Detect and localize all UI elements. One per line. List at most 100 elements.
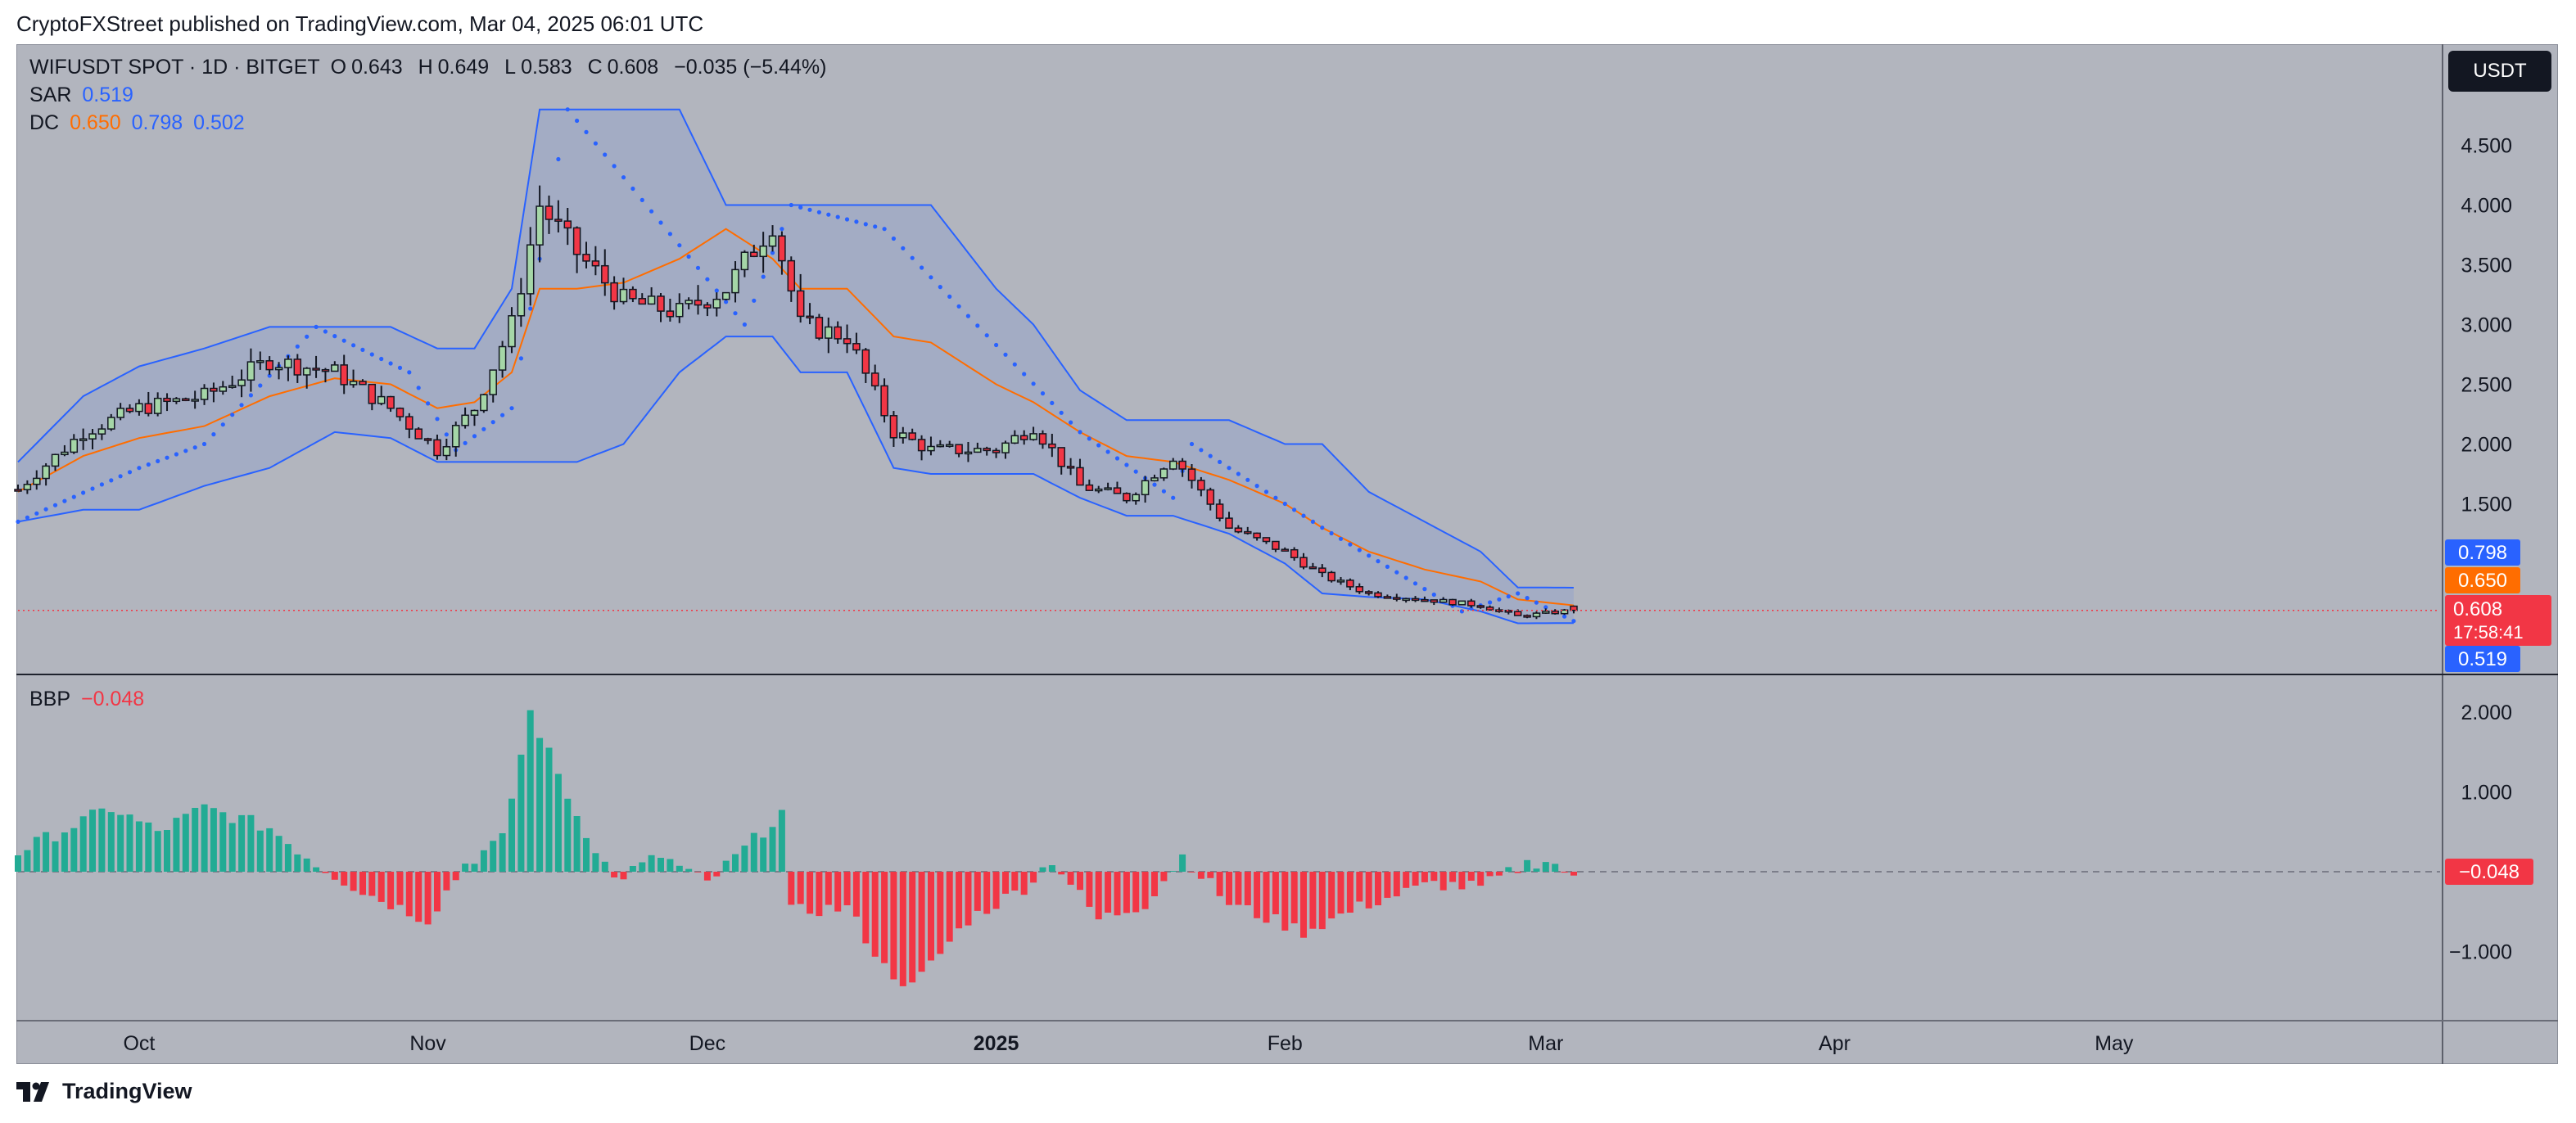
candle-body[interactable] — [228, 385, 237, 388]
bbp-bar[interactable] — [490, 841, 497, 872]
candle-body[interactable] — [740, 251, 749, 271]
bbp-bar[interactable] — [1552, 864, 1559, 872]
candle-body[interactable] — [1570, 605, 1578, 611]
bbp-bar[interactable] — [1263, 872, 1270, 923]
candle-body[interactable] — [1076, 467, 1084, 486]
candle-body[interactable] — [917, 439, 926, 452]
bbp-bar[interactable] — [145, 822, 152, 872]
candle-body[interactable] — [1485, 607, 1494, 611]
bbp-bar[interactable] — [1188, 872, 1195, 873]
bbp-bar[interactable] — [536, 737, 544, 872]
bbp-bar[interactable] — [526, 710, 534, 872]
bbp-bar[interactable] — [1141, 872, 1149, 909]
candle-body[interactable] — [1113, 487, 1122, 494]
candle-body[interactable] — [619, 288, 628, 303]
candle-body[interactable] — [759, 245, 767, 258]
bbp-bar[interactable] — [1132, 872, 1140, 913]
bbp-bar[interactable] — [937, 872, 944, 954]
candle-body[interactable] — [591, 260, 600, 267]
candle-body[interactable] — [563, 220, 572, 229]
candle-body[interactable] — [880, 385, 888, 417]
bbp-bar[interactable] — [834, 872, 842, 912]
bbp-bar[interactable] — [1058, 872, 1065, 875]
bbp-bar[interactable] — [862, 872, 870, 944]
candle-body[interactable] — [293, 359, 302, 376]
candle-body[interactable] — [778, 235, 786, 262]
candle-body[interactable] — [451, 425, 460, 448]
bbp-bar[interactable] — [1318, 872, 1326, 930]
bbp-bar[interactable] — [1477, 872, 1485, 886]
candle-body[interactable] — [1467, 600, 1476, 607]
bbp-bar[interactable] — [24, 850, 31, 872]
candle-body[interactable] — [768, 235, 777, 247]
candle-body[interactable] — [1085, 484, 1094, 491]
candle-body[interactable] — [955, 444, 963, 454]
candle-body[interactable] — [1048, 443, 1056, 449]
candle-body[interactable] — [1439, 598, 1448, 603]
candle-body[interactable] — [1159, 468, 1168, 479]
bbp-bar[interactable] — [1514, 872, 1521, 873]
bbp-bar[interactable] — [1309, 872, 1317, 929]
bbp-bar[interactable] — [620, 872, 627, 880]
candle-body[interactable] — [815, 317, 824, 339]
bbp-bar[interactable] — [788, 872, 795, 905]
bbp-bar[interactable] — [1467, 872, 1475, 881]
candle-body[interactable] — [1281, 548, 1290, 552]
candle-body[interactable] — [125, 408, 134, 413]
candle-body[interactable] — [219, 386, 228, 392]
candle-body[interactable] — [572, 227, 581, 255]
bbp-bar[interactable] — [732, 854, 739, 873]
candle-body[interactable] — [442, 446, 451, 457]
legend-dc-row[interactable]: DC 0.650 0.798 0.502 — [29, 111, 250, 135]
bbp-bar[interactable] — [405, 872, 413, 917]
candle-body[interactable] — [172, 398, 181, 403]
candle-body[interactable] — [517, 293, 526, 317]
candle-body[interactable] — [1150, 477, 1159, 482]
bbp-bar[interactable] — [1235, 872, 1242, 905]
bbp-bar[interactable] — [1430, 872, 1438, 882]
candle-body[interactable] — [1374, 592, 1382, 598]
bbp-bar[interactable] — [871, 872, 879, 957]
bbp-bar[interactable] — [1272, 872, 1279, 914]
bbp-bar[interactable] — [89, 810, 96, 872]
bbp-bar[interactable] — [545, 747, 553, 873]
bbp-bar[interactable] — [1169, 871, 1177, 872]
bbp-bar[interactable] — [956, 872, 963, 929]
bbp-bar[interactable] — [1151, 872, 1158, 896]
candle-body[interactable] — [1010, 435, 1019, 444]
candle-body[interactable] — [945, 444, 954, 447]
candle-body[interactable] — [1057, 447, 1065, 467]
candle-body[interactable] — [302, 368, 311, 376]
candle-body[interactable] — [974, 448, 982, 453]
bbp-bar[interactable] — [1533, 868, 1540, 872]
currency-button[interactable]: USDT — [2448, 51, 2551, 92]
bbp-bar[interactable] — [1449, 872, 1457, 882]
bbp-bar[interactable] — [415, 872, 423, 922]
bbp-bar[interactable] — [247, 814, 255, 872]
candle-body[interactable] — [1430, 599, 1439, 603]
bbp-bar[interactable] — [303, 858, 310, 872]
candle-body[interactable] — [405, 416, 414, 430]
bbp-bar[interactable] — [1561, 872, 1568, 873]
bbp-bar[interactable] — [648, 855, 655, 872]
bbp-bar[interactable] — [387, 872, 395, 909]
bbp-bar[interactable] — [1505, 867, 1512, 872]
bbp-bar[interactable] — [1412, 872, 1419, 886]
bbp-bar[interactable] — [778, 810, 785, 873]
candle-body[interactable] — [1393, 597, 1401, 600]
candle-body[interactable] — [1542, 611, 1550, 614]
candle-body[interactable] — [787, 259, 796, 292]
candle-body[interactable] — [870, 372, 879, 387]
bbp-bar[interactable] — [825, 872, 832, 905]
candle-body[interactable] — [1411, 598, 1420, 602]
bbp-bar[interactable] — [135, 821, 142, 873]
candle-body[interactable] — [200, 387, 209, 400]
bbp-bar[interactable] — [219, 812, 227, 872]
bbp-bar[interactable] — [1197, 872, 1204, 879]
candle-body[interactable] — [1504, 610, 1513, 613]
candle-body[interactable] — [638, 298, 647, 305]
candle-body[interactable] — [601, 264, 609, 284]
candle-body[interactable] — [712, 298, 721, 309]
candle-body[interactable] — [1532, 612, 1541, 618]
bbp-bar[interactable] — [1179, 854, 1186, 872]
